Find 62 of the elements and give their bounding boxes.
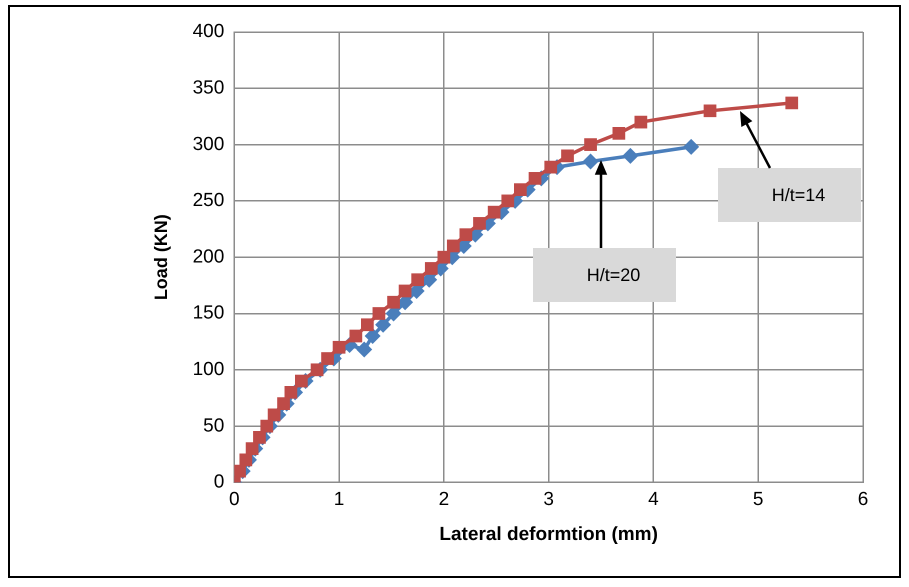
y-tick-label: 350	[192, 78, 224, 99]
point	[398, 284, 412, 298]
point	[438, 250, 450, 264]
point	[253, 430, 266, 444]
annotation: H/t=20	[586, 264, 640, 286]
point	[561, 149, 574, 162]
point	[704, 104, 716, 118]
point	[268, 408, 280, 422]
point	[446, 240, 460, 252]
point	[584, 138, 597, 151]
x-tick-label: 0	[229, 489, 240, 510]
point	[239, 454, 252, 466]
point	[634, 116, 648, 128]
point	[514, 183, 527, 196]
point	[501, 194, 514, 208]
point	[375, 316, 392, 333]
point	[310, 363, 324, 376]
x-tick-label: 6	[858, 489, 868, 510]
x-axis-title: Lateral deformtion (mm)	[439, 524, 658, 545]
y-tick-label: 250	[192, 190, 224, 212]
point	[612, 126, 626, 140]
point	[528, 172, 542, 185]
note-box: H/t=20	[533, 248, 676, 302]
point	[364, 328, 381, 344]
y-tick-label: 100	[192, 359, 224, 380]
point	[488, 206, 501, 219]
point	[411, 273, 424, 286]
y-tick-label: 200	[192, 246, 224, 268]
point	[460, 228, 472, 242]
x-tick-label: 2	[438, 489, 450, 510]
point	[246, 442, 258, 455]
point	[332, 340, 346, 354]
point	[785, 96, 798, 110]
point	[234, 464, 246, 478]
annotation: H/t=14	[772, 184, 826, 206]
point	[544, 160, 558, 174]
y-axis-title: Load (KN)	[150, 214, 171, 300]
y-tick-label: 400	[192, 21, 224, 42]
point	[622, 148, 638, 164]
note-box: H/t=14	[718, 168, 861, 222]
point	[284, 386, 298, 399]
x-tick-label: 4	[648, 489, 660, 510]
point	[349, 330, 362, 342]
y-tick-label: 50	[203, 415, 224, 436]
point	[277, 397, 290, 410]
point	[387, 296, 400, 309]
point	[321, 352, 334, 365]
point	[372, 307, 386, 320]
point	[356, 342, 372, 358]
point	[295, 374, 308, 388]
y-tick-label: 300	[192, 134, 224, 155]
point	[260, 420, 274, 432]
y-tick-label: 0	[214, 472, 224, 493]
point	[582, 153, 599, 170]
point	[361, 318, 374, 332]
y-tick-label: 150	[192, 302, 224, 324]
point	[424, 262, 438, 275]
x-tick-label: 5	[752, 489, 764, 510]
x-tick-label: 1	[334, 489, 344, 510]
point	[683, 138, 700, 155]
point	[473, 217, 486, 230]
x-tick-label: 3	[543, 489, 554, 510]
